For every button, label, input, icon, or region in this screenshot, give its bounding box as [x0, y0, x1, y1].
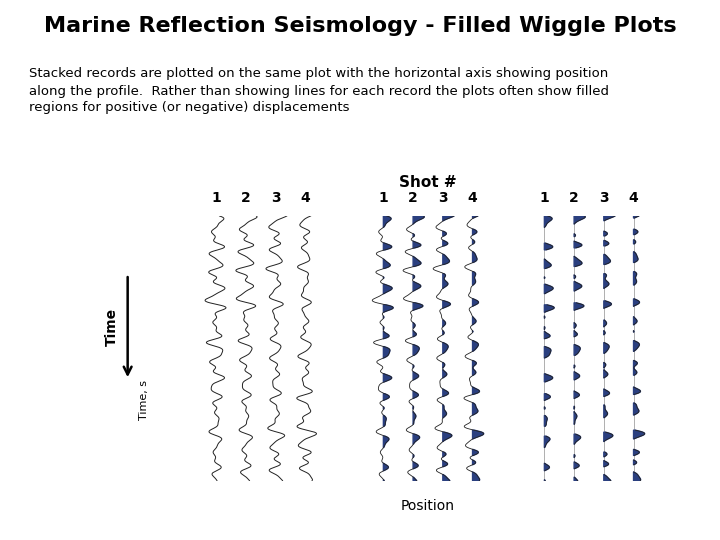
Text: 2: 2 — [241, 191, 251, 205]
Text: 1: 1 — [212, 191, 221, 205]
Text: 3: 3 — [438, 191, 448, 205]
Text: Time: Time — [105, 308, 120, 346]
Text: 3: 3 — [599, 191, 608, 205]
Text: 1: 1 — [379, 191, 388, 205]
Text: 4: 4 — [629, 191, 639, 205]
Text: 4: 4 — [300, 191, 310, 205]
Text: 2: 2 — [408, 191, 418, 205]
Text: Stacked records are plotted on the same plot with the horizontal axis showing po: Stacked records are plotted on the same … — [29, 68, 609, 114]
Text: Time, s: Time, s — [139, 380, 149, 420]
Text: 4: 4 — [468, 191, 477, 205]
Text: 2: 2 — [570, 191, 579, 205]
Text: Marine Reflection Seismology - Filled Wiggle Plots: Marine Reflection Seismology - Filled Wi… — [44, 16, 676, 36]
Text: Position: Position — [401, 499, 455, 513]
Text: 1: 1 — [539, 191, 549, 205]
Text: Shot #: Shot # — [399, 174, 456, 190]
Text: 3: 3 — [271, 191, 281, 205]
